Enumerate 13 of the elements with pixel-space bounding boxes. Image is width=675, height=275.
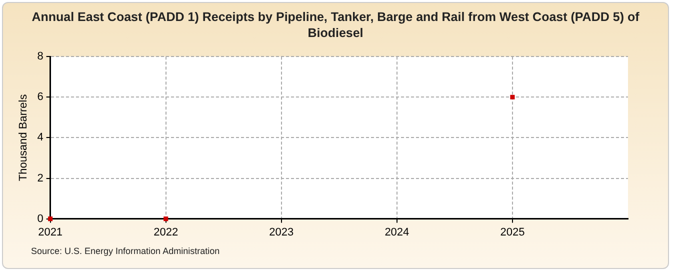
source-note: Source: U.S. Energy Information Administration <box>31 246 220 256</box>
y-tick-label: 6 <box>37 91 44 104</box>
x-tick-label: 2022 <box>154 226 178 238</box>
y-tick-label: 8 <box>37 50 44 63</box>
x-tick-label: 2023 <box>269 226 294 238</box>
x-tick-label: 2025 <box>500 226 525 238</box>
x-tick-label: 2021 <box>38 226 63 238</box>
x-tick-label: 2024 <box>384 226 410 238</box>
y-tick-label: 4 <box>37 132 44 144</box>
chart-title: Annual East Coast (PADD 1) Receipts by Pipeline, Tanker, Barge and Rail from West Coast (PADD 5) of Biodiesel <box>30 9 640 41</box>
y-tick-label: 2 <box>37 172 44 184</box>
y-axis-title: Thousand Barrels <box>18 94 30 182</box>
y-tick-label: 0 <box>37 212 44 225</box>
